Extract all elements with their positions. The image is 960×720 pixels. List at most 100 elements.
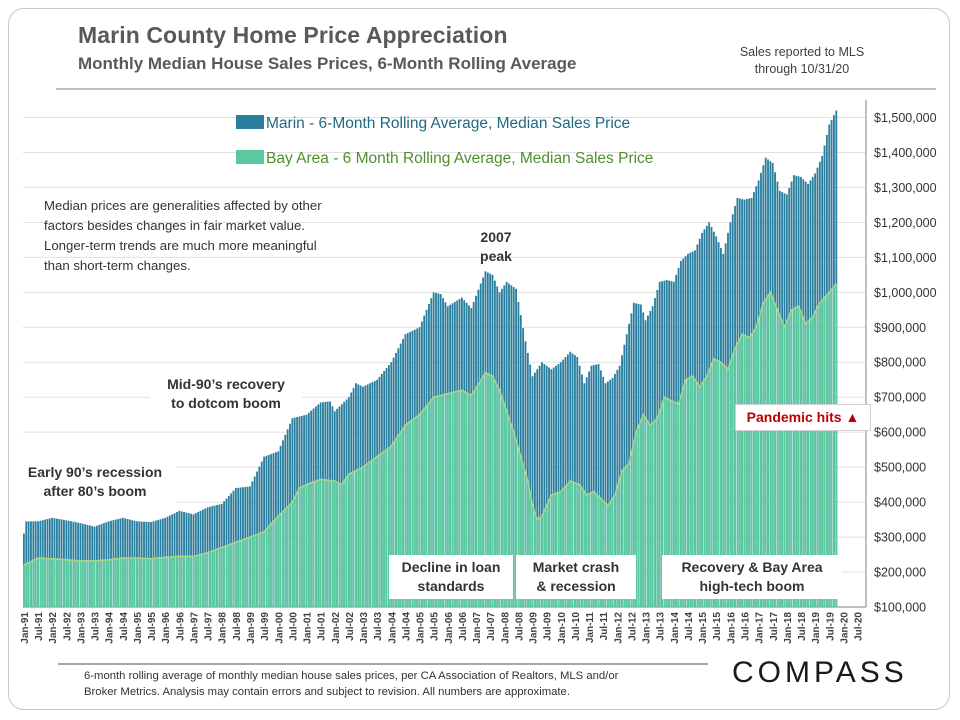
bay-area-bar <box>114 558 117 607</box>
bay-area-bar <box>807 321 809 607</box>
marin-bar <box>588 371 590 607</box>
bay-area-bar <box>823 297 826 607</box>
bay-area-bar <box>333 481 336 607</box>
bay-area-bar <box>211 551 214 607</box>
x-axis: Jan-91 Jul-91 Jan-92 Jul-92 Jan-93 Jul-93 Jan-… <box>20 612 865 644</box>
bay-area-bar <box>199 554 202 607</box>
bay-area-bar <box>479 380 482 607</box>
pandemic-callout: Pandemic hits ▲ <box>735 404 871 431</box>
bay-area-bar <box>830 289 833 607</box>
bay-area-bar <box>752 330 755 607</box>
bay-area-bar <box>651 422 654 607</box>
bay-area-bar <box>437 396 440 607</box>
x-tick-label: Jan-13 <box>642 612 653 644</box>
bay-area-bar <box>708 370 711 607</box>
bay-area-bar <box>757 319 760 607</box>
bay-area-bar <box>665 398 668 607</box>
bay-area-bar <box>449 393 452 607</box>
bay-area-bar <box>682 387 685 607</box>
bay-area-bar <box>93 560 96 607</box>
marin-bar <box>592 365 595 607</box>
bay-area-bar <box>788 315 791 607</box>
bay-area-bar <box>251 536 254 607</box>
bay-area-bar <box>352 471 355 607</box>
bay-area-bar <box>253 535 256 607</box>
bay-area-bar <box>27 562 30 607</box>
bay-area-bar <box>818 302 821 607</box>
y-axis: $100,000 $200,000 $300,000 $400,000 $500,000… <box>874 111 937 615</box>
bay-area-bar <box>566 483 569 607</box>
bay-area-bar <box>206 552 209 607</box>
bay-area-bar <box>37 558 39 607</box>
x-tick-label: Jan-17 <box>755 612 766 644</box>
bay-area-bar <box>717 361 720 607</box>
bay-area-bar <box>270 523 273 607</box>
bay-area-bar <box>581 488 583 607</box>
bay-area-bar <box>286 506 289 607</box>
bay-area-bar <box>110 559 112 607</box>
x-tick-label: Jan-12 <box>613 612 624 644</box>
x-tick-label: Jan-00 <box>274 612 285 644</box>
x-tick-label: Jan-01 <box>303 612 314 644</box>
y-tick-label: $800,000 <box>874 356 926 370</box>
bay-area-bar <box>635 432 638 607</box>
y-tick-label: $200,000 <box>874 566 926 580</box>
x-tick-label: Jan-10 <box>557 612 568 644</box>
bay-area-bar <box>307 483 310 607</box>
bay-area-bar <box>611 498 614 607</box>
marin-bar <box>604 383 607 607</box>
bay-area-trend-line <box>23 283 837 566</box>
bay-area-bar <box>53 558 56 607</box>
bay-area-bar <box>340 484 343 607</box>
bay-area-bar <box>470 395 473 607</box>
bay-area-bar <box>161 557 164 607</box>
x-tick-label: Jan-16 <box>726 612 737 644</box>
bay-area-bar <box>187 556 190 607</box>
bay-area-bar <box>173 556 176 607</box>
bay-area-bar <box>265 529 268 607</box>
compass-logo: COMPASS <box>732 656 908 689</box>
x-tick-label: Jan-97 <box>189 612 200 644</box>
bay-area-bar <box>555 493 558 607</box>
bay-area-bar <box>34 559 37 607</box>
disclaimer-note: Median prices are generalities affected … <box>44 196 368 276</box>
bay-area-bar <box>484 372 487 607</box>
bay-area-bar <box>493 380 496 607</box>
bay-area-bar <box>152 558 155 607</box>
bay-area-bar <box>519 456 522 607</box>
bay-area-bar <box>790 309 793 607</box>
bay-area-bar <box>468 394 470 607</box>
bay-area-bar <box>32 560 35 607</box>
x-tick-label: Jan-99 <box>246 612 257 644</box>
bay-area-bar <box>590 492 593 607</box>
bay-area-bar <box>585 495 588 607</box>
bay-area-bar <box>150 558 152 607</box>
bay-area-bar <box>809 319 812 607</box>
footer-source: 6-month rolling average of monthly media… <box>84 668 724 700</box>
bay-area-bar <box>291 502 294 607</box>
bay-area-bar <box>30 561 32 607</box>
y-tick-label: $300,000 <box>874 531 926 545</box>
marin-bar <box>602 376 605 607</box>
peak-label-text: peak <box>480 248 512 264</box>
x-tick-label: Jul-94 <box>119 612 130 641</box>
peak-label-year: 2007 <box>480 229 512 245</box>
x-tick-label: Jan-02 <box>331 612 342 644</box>
bay-area-bar <box>387 447 390 607</box>
bay-area-bar <box>201 553 204 607</box>
y-tick-label: $500,000 <box>874 461 926 475</box>
bay-area-bar <box>143 558 145 607</box>
bay-area-bar <box>630 453 633 607</box>
bay-area-bar <box>390 446 393 607</box>
x-tick-label: Jul-96 <box>175 612 186 641</box>
x-tick-label: Jul-16 <box>740 612 751 641</box>
bay-area-bar <box>70 560 72 607</box>
callout-early-90s-line2: after 80’s boom <box>43 483 147 499</box>
marin-bar <box>533 372 536 607</box>
bay-area-bar <box>227 544 230 607</box>
bay-area-bar <box>305 484 308 607</box>
bay-area-bar <box>145 558 148 607</box>
y-tick-label: $400,000 <box>874 496 926 510</box>
bay-area-bar <box>825 294 828 607</box>
y-tick-label: $1,400,000 <box>874 146 937 160</box>
